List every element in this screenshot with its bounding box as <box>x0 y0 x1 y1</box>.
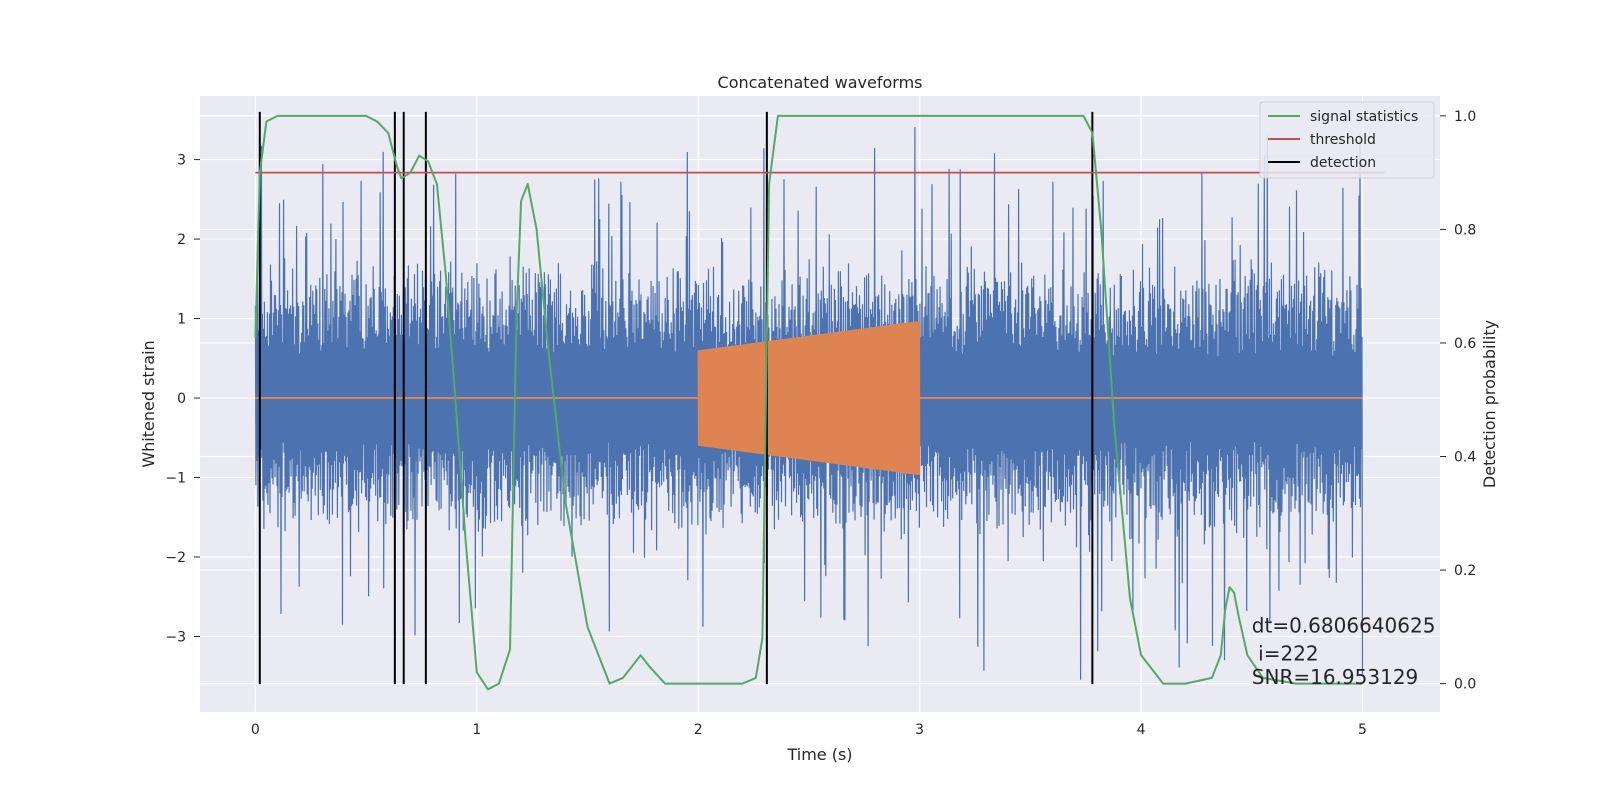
x-tick-label: 2 <box>694 722 703 738</box>
y-right-tick-label: 1.0 <box>1454 109 1476 125</box>
x-tick-label: 1 <box>472 722 481 738</box>
y-tick-label: −2 <box>165 550 186 566</box>
x-tick-label: 5 <box>1358 722 1367 738</box>
legend-label-signal-statistics: signal statistics <box>1310 109 1418 125</box>
x-tick-label: 4 <box>1137 722 1146 738</box>
legend: signal statistics threshold detection <box>1259 101 1435 179</box>
y-right-tick-label: 0.2 <box>1454 563 1476 579</box>
y-right-tick-label: 0.4 <box>1454 450 1476 466</box>
y-tick-label: −1 <box>165 471 186 487</box>
annotation-dt: dt=0.6806640625 <box>1252 614 1436 638</box>
y-tick-label: 1 <box>177 312 186 328</box>
x-axis-label: Time (s) <box>786 745 852 764</box>
signal-statistics-line <box>254 114 1363 691</box>
y-tick-label: 2 <box>177 232 186 248</box>
y-right-tick-label: 0.0 <box>1454 677 1476 693</box>
x-tick-label: 0 <box>251 722 260 738</box>
signal-statistics-series <box>254 114 1363 691</box>
legend-label-detection: detection <box>1310 155 1376 171</box>
y-right-tick-label: 0.8 <box>1454 222 1476 238</box>
annotations: dt=0.6806640625 i=222 SNR=16.953129 <box>1252 614 1436 690</box>
legend-label-threshold: threshold <box>1310 132 1376 148</box>
annotation-snr: SNR=16.953129 <box>1252 665 1418 689</box>
x-axis-ticks: 0 1 2 3 4 5 <box>251 722 1367 738</box>
annotation-index: i=222 <box>1252 641 1319 665</box>
y-tick-label: −3 <box>165 629 186 645</box>
y-right-tick-label: 0.6 <box>1454 336 1476 352</box>
injection-chirp <box>697 320 921 476</box>
x-tick-label: 3 <box>915 722 924 738</box>
injection-series <box>255 320 1363 476</box>
y-tick-label: 3 <box>177 153 186 169</box>
y-right-axis-ticks: 0.0 0.2 0.4 0.6 0.8 1.0 <box>1440 109 1476 693</box>
y-right-axis-label: Detection probability <box>1480 320 1499 488</box>
y-tick-label: 0 <box>177 391 186 407</box>
y-axis-ticks: −3 −2 −1 0 1 2 3 <box>165 153 200 645</box>
chart-title: Concatenated waveforms <box>718 73 923 92</box>
legend-box <box>1259 101 1435 179</box>
y-axis-label: Whitened strain <box>139 340 158 467</box>
